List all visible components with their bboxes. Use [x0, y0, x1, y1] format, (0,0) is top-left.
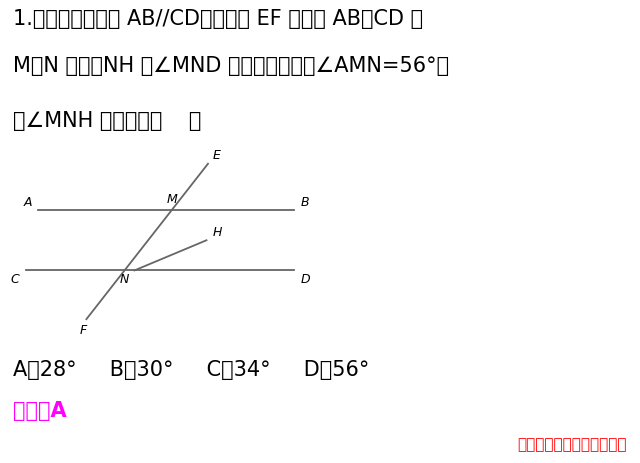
Text: M: M [166, 192, 177, 205]
Text: A．28°     B．30°     C．34°     D．56°: A．28° B．30° C．34° D．56° [13, 359, 369, 379]
Text: M、N 两点，NH 是∠MND 的角平分线．若∠AMN=56°，: M、N 两点，NH 是∠MND 的角平分线．若∠AMN=56°， [13, 56, 449, 75]
Text: N: N [120, 272, 129, 285]
Text: E: E [213, 149, 221, 162]
Text: H: H [213, 225, 222, 238]
Text: D: D [301, 272, 310, 285]
Text: B: B [301, 195, 309, 208]
Text: F: F [79, 323, 87, 336]
Text: （头条号：初中数学维度）: （头条号：初中数学维度） [518, 437, 627, 451]
Text: 答案：A: 答案：A [13, 400, 67, 420]
Text: A: A [24, 195, 32, 208]
Text: 1.如图，已知直线 AB//CD，且直线 EF 分别交 AB、CD 于: 1.如图，已知直线 AB//CD，且直线 EF 分别交 AB、CD 于 [13, 9, 423, 29]
Text: C: C [10, 272, 19, 285]
Text: 则∠MNH 的度数是（    ）: 则∠MNH 的度数是（ ） [13, 111, 201, 131]
